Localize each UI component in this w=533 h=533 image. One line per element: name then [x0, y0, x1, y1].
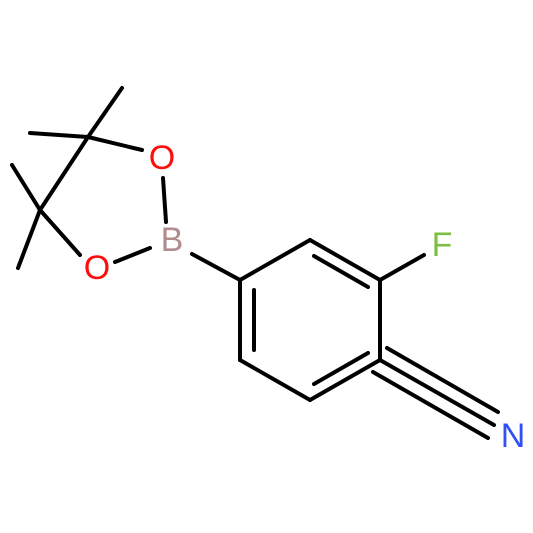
bond	[312, 254, 370, 289]
bond	[238, 358, 312, 402]
bond	[378, 253, 426, 282]
bond	[308, 238, 382, 282]
bond	[385, 346, 500, 414]
atom-label: F	[432, 226, 453, 264]
bond	[38, 208, 82, 257]
atom-label: O	[84, 249, 110, 287]
bond	[161, 176, 168, 224]
bond	[238, 238, 312, 282]
atom-label: O	[149, 139, 175, 177]
bond	[16, 208, 42, 270]
bond	[38, 135, 90, 212]
bond	[371, 370, 490, 440]
bond	[190, 252, 242, 282]
bond	[10, 163, 42, 212]
bond	[86, 86, 124, 139]
bond	[378, 358, 496, 427]
atom-label: B	[161, 221, 184, 259]
bond	[308, 358, 382, 402]
atom-label: N	[501, 417, 526, 455]
bond	[312, 351, 370, 386]
bond	[86, 135, 144, 152]
bonds	[10, 86, 500, 440]
bond	[28, 131, 90, 139]
bond	[113, 246, 152, 264]
